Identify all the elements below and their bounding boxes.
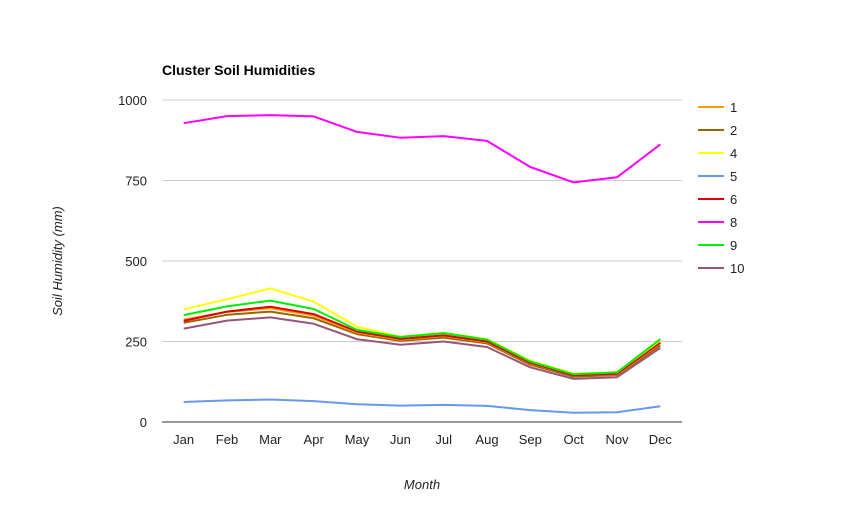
series-line-9 [183,299,661,376]
series-line-5 [183,398,661,414]
series-line-6 [183,305,661,377]
legend-item-1: 1 [698,100,737,115]
legend-item-9: 9 [698,238,737,253]
x-tick-label: Jul [435,432,452,447]
legend-label: 9 [730,238,737,253]
y-axis-title: Soil Humidity (mm) [50,206,65,316]
x-tick-label: Oct [564,432,585,447]
y-tick-label: 0 [140,415,147,430]
legend-item-5: 5 [698,169,737,184]
x-tick-label: Aug [475,432,498,447]
x-tick-label: Apr [304,432,325,447]
x-tick-label: Jan [173,432,194,447]
legend-item-4: 4 [698,146,737,161]
legend-item-2: 2 [698,123,737,138]
legend-label: 8 [730,215,737,230]
y-tick-label: 1000 [118,93,147,108]
legend-label: 1 [730,100,737,115]
chart-title: Cluster Soil Humidities [162,62,315,78]
legend-label: 5 [730,169,737,184]
series-line-10 [183,316,661,380]
x-tick-label: May [345,432,370,447]
x-axis-title: Month [404,477,440,492]
x-tick-label: Mar [259,432,282,447]
series-line-8 [183,114,661,184]
legend-label: 4 [730,146,737,161]
legend: 1 2 4 5 6 8 9 10 [698,100,744,276]
y-tick-label: 250 [125,335,147,350]
legend-item-8: 8 [698,215,737,230]
legend-label: 2 [730,123,737,138]
series-line-2 [183,310,661,378]
x-tick-label: Jun [390,432,411,447]
series-line-4 [183,287,661,375]
x-tick-label: Sep [519,432,542,447]
legend-label: 10 [730,261,744,276]
x-tick-label: Feb [216,432,238,447]
legend-item-6: 6 [698,192,737,207]
y-tick-label: 750 [125,174,147,189]
y-tick-label: 500 [125,254,147,269]
x-tick-label: Dec [649,432,673,447]
x-axis-ticks: Jan Feb Mar Apr May Jun Jul Aug Sep Oct Nov Dec [173,432,672,447]
legend-label: 6 [730,192,737,207]
series-lines [183,114,661,414]
x-tick-label: Nov [605,432,629,447]
y-axis-ticks: 0 250 500 750 1000 [118,93,147,430]
legend-item-10: 10 [698,261,744,276]
